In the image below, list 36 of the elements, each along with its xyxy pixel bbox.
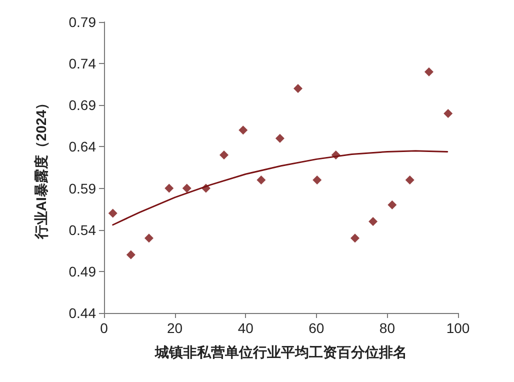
point: [312, 175, 322, 184]
point: [388, 200, 397, 210]
x-tick-label: 80: [379, 320, 396, 336]
y-tick-label: 0.44: [68, 305, 96, 321]
point: [444, 108, 453, 118]
y-tick-label: 0.79: [68, 14, 96, 30]
point: [220, 150, 229, 160]
point: [293, 84, 302, 94]
y-tick-label: 0.59: [68, 180, 96, 196]
point: [201, 184, 210, 193]
y-tick-label: 0.74: [68, 56, 96, 72]
x-tick-label: 40: [238, 320, 254, 336]
point: [405, 175, 414, 184]
point: [144, 234, 154, 243]
point: [424, 67, 434, 76]
point: [182, 184, 192, 193]
point: [238, 126, 248, 135]
x-axis-title: 城镇非私营单位行业平均工资百分位排名: [154, 344, 407, 360]
x-tick-label: 100: [446, 320, 470, 336]
x-tick-label: 20: [167, 320, 183, 336]
x-tick-label: 0: [100, 320, 108, 336]
point: [126, 250, 136, 260]
y-tick-label: 0.54: [68, 222, 96, 238]
point: [331, 150, 340, 160]
point: [368, 217, 378, 226]
x-tick-label: 60: [308, 320, 324, 336]
line-series: [112, 150, 448, 226]
point: [350, 234, 360, 243]
y-tick-label: 0.49: [68, 263, 96, 280]
y-axis-title: 行业AI暴露度（2024）: [33, 96, 49, 240]
point: [275, 134, 284, 143]
point: [108, 208, 118, 218]
y-tick-label: 0.69: [68, 97, 96, 114]
point: [256, 175, 266, 184]
point: [164, 184, 174, 193]
y-tick-label: 0.64: [68, 138, 96, 155]
